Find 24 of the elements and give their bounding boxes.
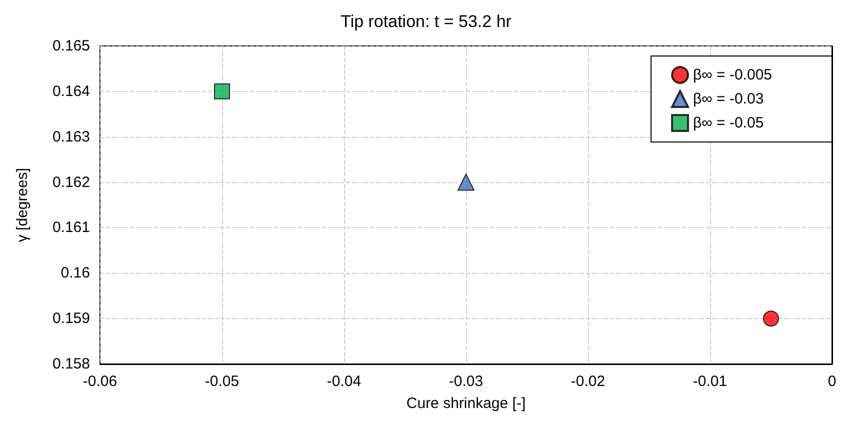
y-tick-label: 0.162 (52, 174, 90, 191)
chart-title: Tip rotation: t = 53.2 hr (340, 12, 512, 31)
legend-label: β∞ = -0.05 (693, 114, 764, 132)
y-tick-label: 0.165 (52, 38, 90, 54)
y-tick-label: 0.164 (52, 82, 90, 100)
legend-label: β∞ = -0.03 (693, 90, 764, 108)
y-axis-title: γ [degrees] (14, 168, 31, 242)
point (214, 83, 230, 100)
x-tick-label: 0 (828, 373, 836, 390)
x-axis-title: Cure shrinkage [-] (406, 395, 526, 412)
x-tick-label: -0.03 (448, 373, 484, 390)
y-tick-label: 0.163 (52, 128, 90, 146)
legend-label: β∞ = -0.005 (693, 66, 772, 84)
y-tick-label: 0.158 (52, 356, 90, 372)
y-tick-label: 0.16 (60, 264, 90, 282)
y-tick-label: 0.159 (52, 310, 90, 328)
point (458, 174, 474, 191)
x-tick-label: -0.01 (692, 373, 728, 390)
x-tick-label: -0.02 (570, 373, 606, 390)
y-tick-label: 0.161 (52, 219, 90, 236)
x-tick-label: -0.06 (82, 373, 118, 390)
x-tick-label: -0.04 (326, 373, 362, 390)
x-tick-label: -0.05 (204, 373, 240, 390)
point (763, 310, 779, 327)
